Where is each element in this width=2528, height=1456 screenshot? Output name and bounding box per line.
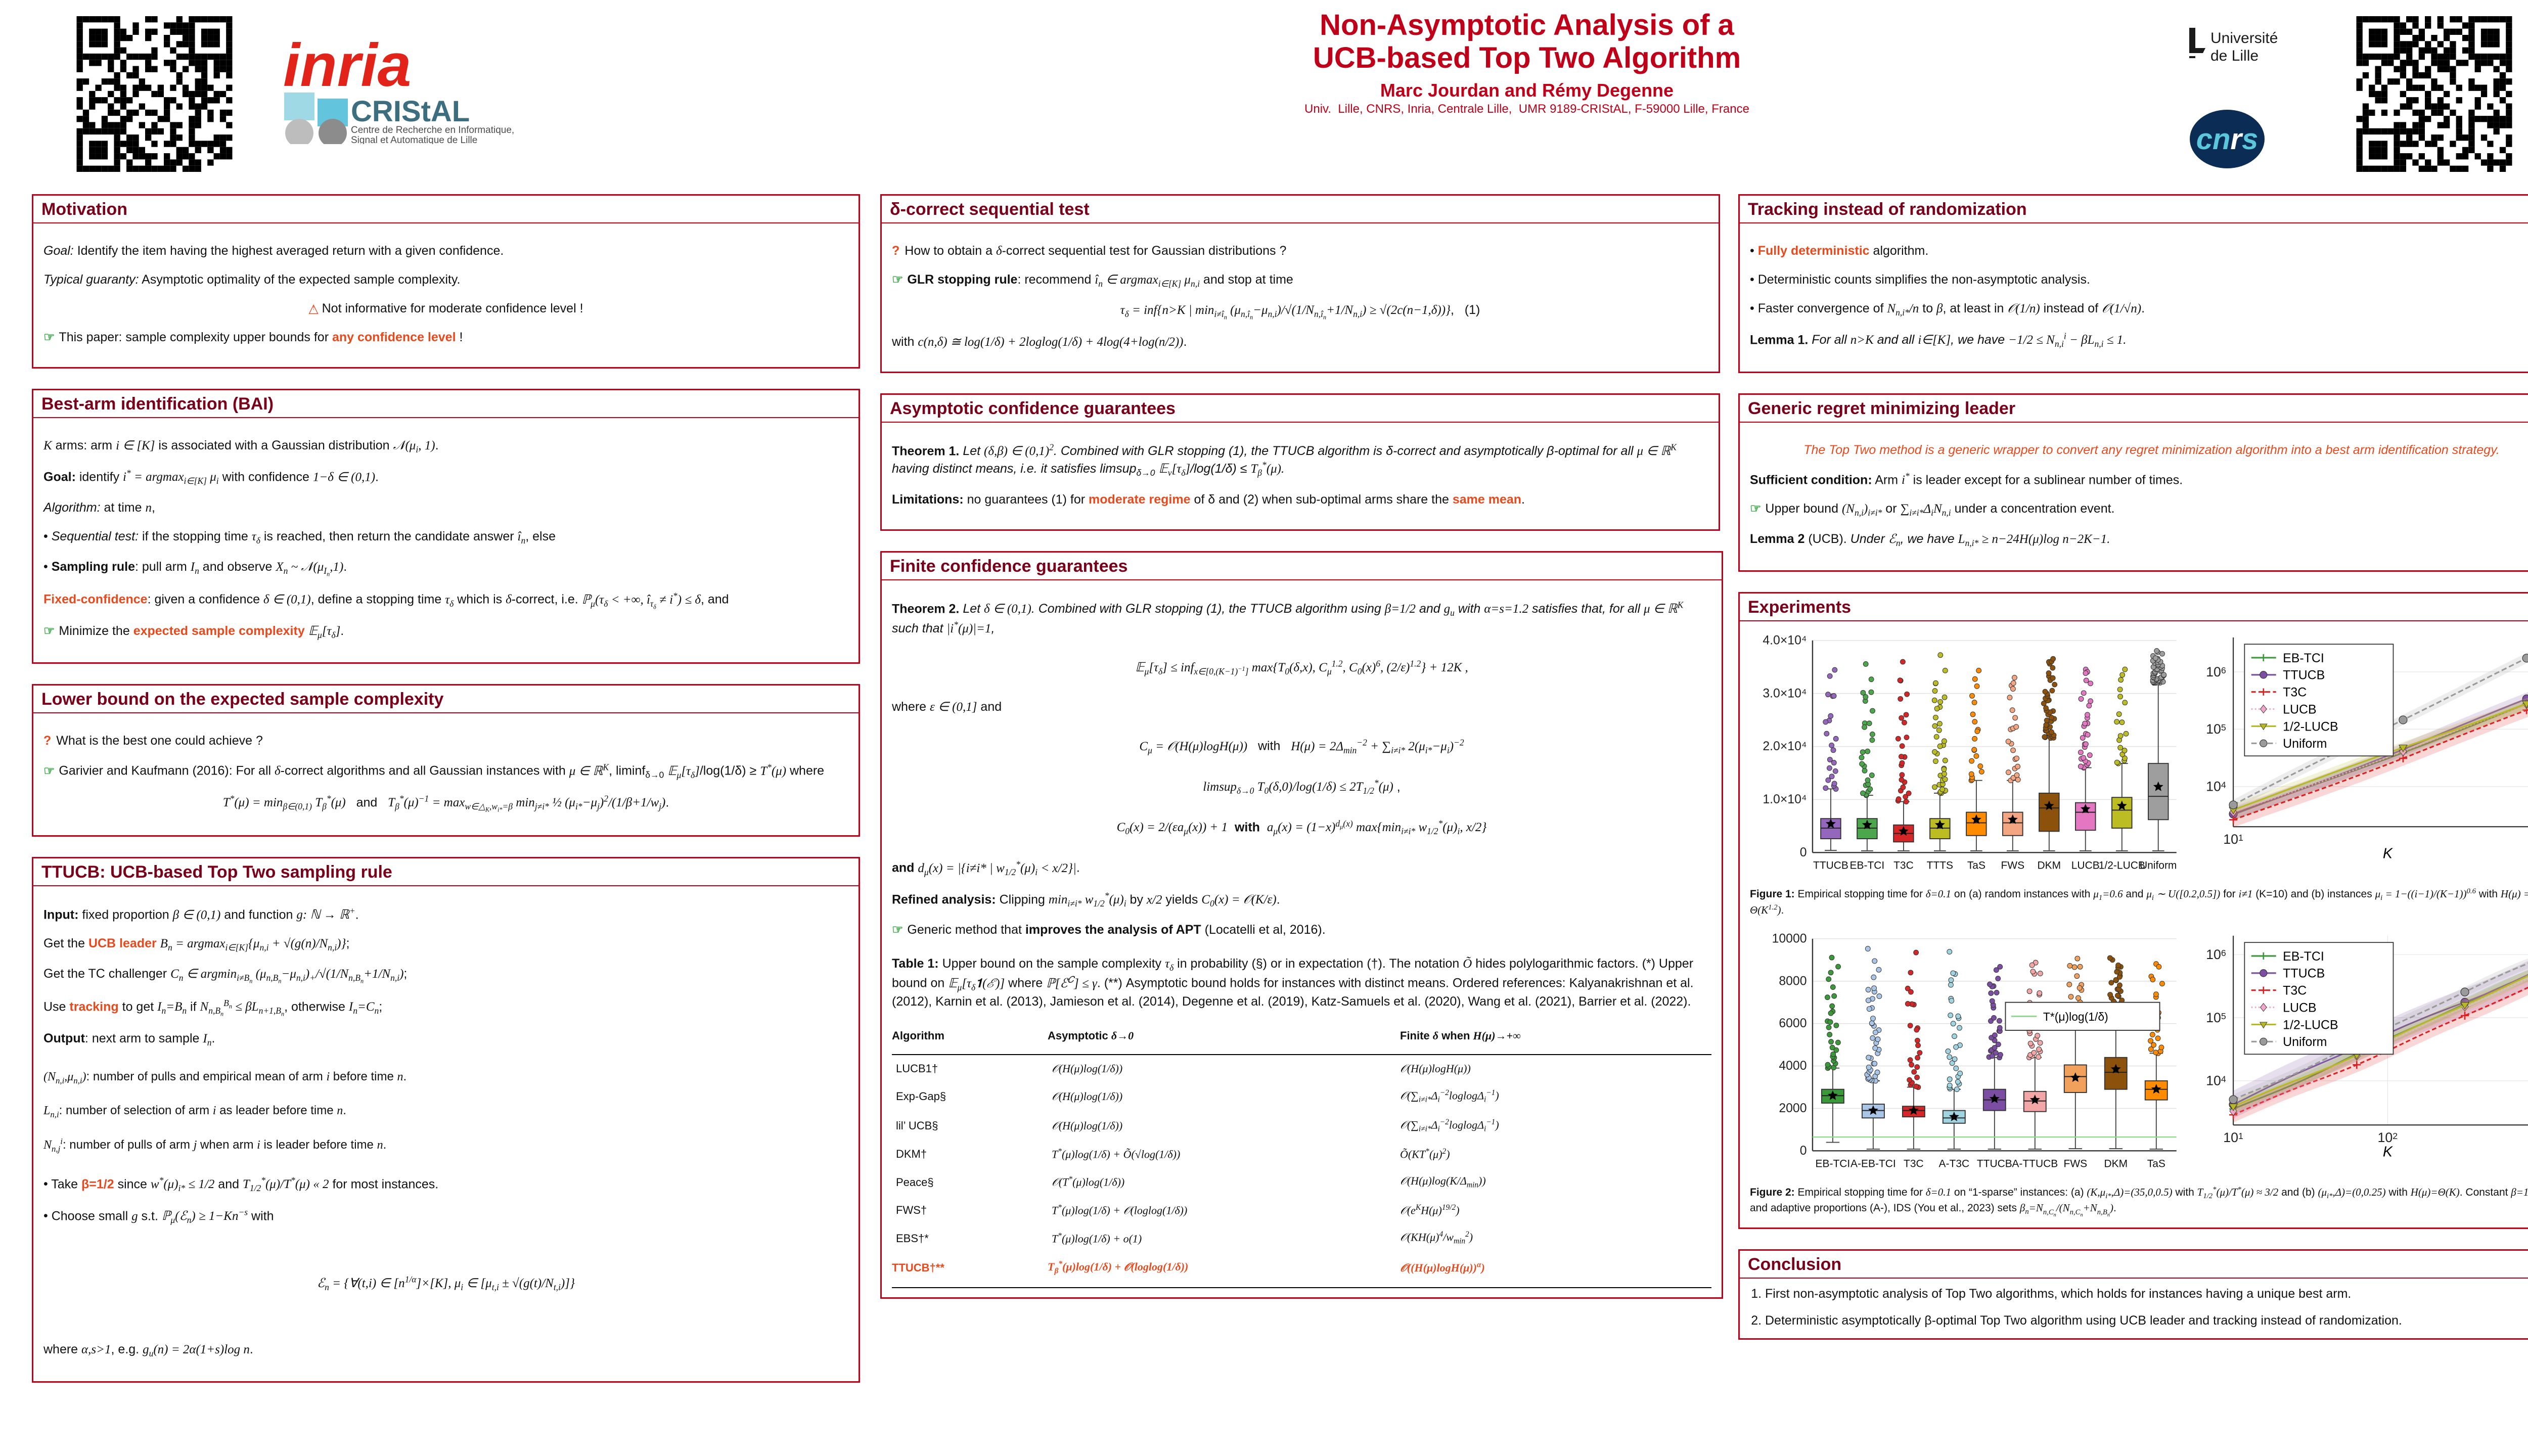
svg-text:1/2-LUCB: 1/2-LUCB	[2099, 860, 2145, 872]
svg-text:6000: 6000	[1779, 1017, 1807, 1030]
svg-text:3.0×10⁴: 3.0×10⁴	[1763, 687, 1807, 700]
svg-text:inria: inria	[283, 31, 411, 99]
svg-text:FWS: FWS	[2064, 1158, 2088, 1170]
svg-text:A-EB-TCI: A-EB-TCI	[1850, 1158, 1896, 1170]
svg-text:K: K	[2383, 846, 2394, 862]
svg-text:T*(μ)log(1/δ): T*(μ)log(1/δ)	[2043, 1010, 2108, 1023]
svg-text:4000: 4000	[1779, 1059, 1807, 1073]
svg-text:K: K	[2383, 1144, 2394, 1160]
svg-text:1/2-LUCB: 1/2-LUCB	[2283, 719, 2338, 734]
svg-text:EB-TCI: EB-TCI	[1816, 1158, 1850, 1170]
svg-text:TTUCB: TTUCB	[1813, 860, 1848, 872]
svg-text:Signal et Automatique de Lille: Signal et Automatique de Lille	[351, 135, 477, 144]
svg-text:LUCB: LUCB	[2283, 1001, 2317, 1015]
svg-text:2000: 2000	[1779, 1102, 1807, 1115]
svg-text:DKM: DKM	[2104, 1158, 2128, 1170]
svg-text:TTUCB: TTUCB	[1977, 1158, 2012, 1170]
svg-text:8000: 8000	[1779, 974, 1807, 988]
svg-text:T3C: T3C	[1893, 860, 1914, 872]
svg-text:Uniform: Uniform	[2283, 1035, 2327, 1049]
svg-text:Uniform: Uniform	[2283, 737, 2327, 751]
svg-text:FWS: FWS	[2001, 860, 2024, 872]
svg-text:TTUCB: TTUCB	[2283, 668, 2325, 682]
svg-text:0: 0	[1800, 1144, 1807, 1158]
svg-text:DKM: DKM	[2038, 860, 2061, 872]
svg-text:EB-TCI: EB-TCI	[2283, 651, 2324, 665]
svg-text:EB-TCI: EB-TCI	[2283, 949, 2324, 964]
svg-text:CRIStAL: CRIStAL	[351, 95, 470, 128]
svg-text:1/2-LUCB: 1/2-LUCB	[2283, 1018, 2338, 1032]
svg-text:LUCB: LUCB	[2071, 860, 2100, 872]
svg-text:A-T3C: A-T3C	[1939, 1158, 1970, 1170]
svg-text:2.0×10⁴: 2.0×10⁴	[1763, 740, 1807, 753]
svg-text:TaS: TaS	[2147, 1158, 2165, 1170]
svg-text:10000: 10000	[1772, 932, 1807, 946]
svg-text:EB-TCI: EB-TCI	[1850, 860, 1885, 872]
svg-text:T3C: T3C	[1904, 1158, 1924, 1170]
svg-text:1.0×10⁴: 1.0×10⁴	[1763, 793, 1807, 806]
svg-text:Université: Université	[2210, 30, 2278, 47]
svg-text:TTUCB: TTUCB	[2283, 967, 2325, 981]
svg-text:de Lille: de Lille	[2210, 48, 2259, 64]
svg-text:Uniform: Uniform	[2140, 860, 2177, 872]
svg-text:T3C: T3C	[2283, 686, 2307, 700]
svg-text:A-TTUCB: A-TTUCB	[2012, 1158, 2058, 1170]
svg-text:4.0×10⁴: 4.0×10⁴	[1763, 633, 1807, 647]
svg-text:TaS: TaS	[1967, 860, 1985, 872]
svg-text:0: 0	[1800, 846, 1807, 859]
svg-text:TTTS: TTTS	[1927, 860, 1953, 872]
svg-text:cnrs: cnrs	[2196, 123, 2259, 156]
svg-text:LUCB: LUCB	[2283, 703, 2317, 717]
svg-text:Centre de Recherche en Informa: Centre de Recherche en Informatique,	[351, 125, 514, 135]
svg-text:T3C: T3C	[2283, 984, 2307, 998]
